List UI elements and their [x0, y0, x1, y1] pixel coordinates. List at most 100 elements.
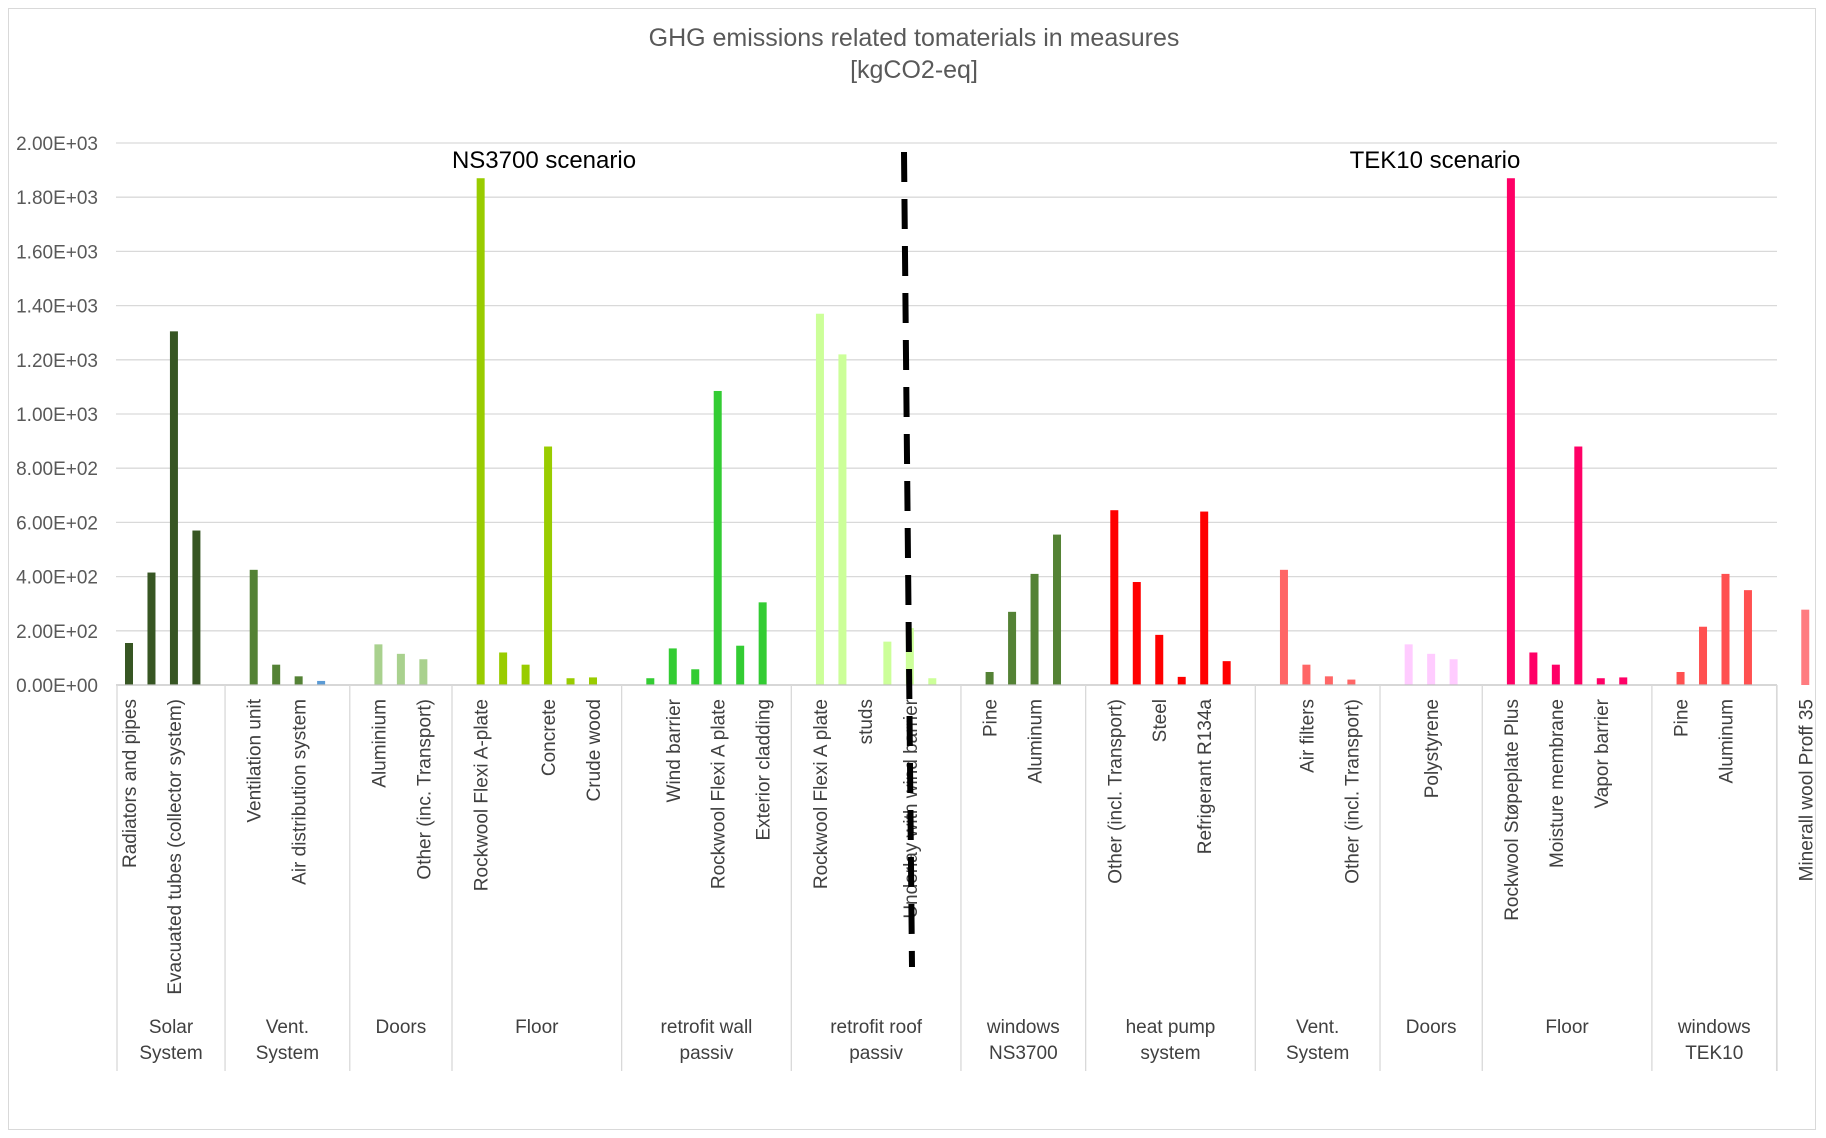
group-label: System	[256, 1043, 319, 1064]
category-label: Other (incl. Transport)	[1342, 699, 1363, 884]
bar	[272, 664, 281, 685]
category-label: Air filters	[1297, 699, 1318, 773]
bar	[1596, 678, 1605, 685]
bar	[1529, 652, 1538, 685]
group-label: heat pump	[1126, 1017, 1216, 1038]
category-label: Crude wood	[584, 699, 605, 801]
bar	[1008, 611, 1017, 685]
category-label: Rockwool Støpeplate Plus	[1502, 699, 1523, 921]
chart-canvas: GHG emissions related tomaterials in mea…	[16, 24, 1815, 1071]
bar	[317, 680, 326, 685]
chart-title-line: [kgCO2-eq]	[850, 56, 978, 84]
bar	[815, 313, 824, 685]
bar	[249, 569, 258, 685]
category-label: Pine	[981, 699, 1002, 737]
category-label: Underlay with wind barrier	[901, 698, 922, 918]
category-label: Pine	[1672, 699, 1693, 737]
category-label: Air distribution system	[290, 699, 311, 885]
y-tick-label: 1.00E+03	[16, 405, 98, 426]
scenario-divider	[901, 151, 915, 968]
bar	[169, 331, 178, 685]
group-label: windows	[986, 1017, 1060, 1038]
tek10-scenario-label: TEK10 scenario	[1350, 147, 1521, 174]
bar	[1551, 664, 1560, 685]
bar	[1619, 677, 1628, 685]
chart-frame: GHG emissions related tomaterials in mea…	[8, 8, 1816, 1130]
bar	[1801, 609, 1810, 685]
y-tick-label: 0.00E+00	[16, 676, 98, 697]
bar	[1676, 671, 1685, 685]
category-label: Exterior cladding	[754, 699, 775, 841]
group-label: system	[1140, 1043, 1200, 1064]
y-tick-label: 1.20E+03	[16, 351, 98, 372]
bar	[1721, 573, 1730, 685]
category-label: Moisture membrane	[1547, 699, 1568, 868]
category-label: Aluminum	[1716, 699, 1737, 783]
bar	[1279, 569, 1288, 685]
bar	[499, 652, 508, 685]
chart-title-line: GHG emissions related tomaterials in mea…	[649, 24, 1180, 52]
group-label: Floor	[1545, 1017, 1589, 1038]
category-label: studs	[856, 699, 877, 744]
bar	[646, 678, 655, 685]
bar	[476, 178, 485, 686]
group-label: passiv	[680, 1043, 734, 1064]
bar	[294, 676, 303, 685]
bar	[1110, 510, 1119, 685]
bar	[374, 644, 383, 685]
category-label: Rockwool Flexi A plate	[709, 699, 730, 889]
bar	[985, 671, 994, 685]
bar	[1324, 676, 1333, 685]
bar	[1200, 511, 1209, 685]
bar	[544, 446, 553, 685]
bar	[566, 678, 575, 685]
bar	[838, 354, 847, 685]
category-label: Ventilation unit	[245, 698, 266, 822]
category-label: Rockwool Flexi A plate	[811, 699, 832, 889]
bar	[147, 572, 156, 685]
bar	[589, 677, 598, 685]
bar	[1030, 573, 1039, 685]
bar	[1177, 676, 1186, 685]
x-axis	[116, 684, 1778, 1071]
category-label: Minerall wool Proff 35	[1796, 699, 1815, 881]
bar	[1506, 178, 1515, 686]
y-tick-label: 8.00E+02	[16, 459, 98, 480]
bar	[905, 628, 914, 685]
bars	[125, 178, 1810, 686]
bar	[1222, 661, 1231, 685]
bar	[691, 669, 700, 685]
group-label: Doors	[376, 1017, 427, 1038]
group-label: System	[139, 1043, 202, 1064]
y-tick-label: 1.80E+03	[16, 188, 98, 209]
y-tick-label: 1.60E+03	[16, 242, 98, 263]
bar	[1427, 653, 1436, 685]
group-label: passiv	[849, 1043, 903, 1064]
bar	[419, 659, 428, 685]
ns3700-scenario-label: NS3700 scenario	[452, 147, 636, 174]
bar	[713, 390, 722, 685]
bar	[192, 530, 201, 685]
group-label: Solar	[149, 1017, 194, 1038]
bar	[1155, 634, 1164, 685]
category-label: Wind barrier	[664, 698, 685, 802]
bar	[758, 602, 767, 685]
bar	[1743, 590, 1752, 685]
group-label: TEK10	[1685, 1043, 1743, 1064]
category-label: Refrigerant R134a	[1195, 699, 1216, 855]
group-label: Vent.	[266, 1017, 309, 1038]
bar	[1404, 644, 1413, 685]
chart-title: GHG emissions related tomaterials in mea…	[649, 24, 1180, 84]
bar	[396, 653, 405, 685]
y-tick-label: 6.00E+02	[16, 513, 98, 534]
group-label: windows	[1677, 1017, 1751, 1038]
group-label: Floor	[515, 1017, 559, 1038]
group-label: Doors	[1406, 1017, 1457, 1038]
category-label: Evacuated tubes (collector system)	[165, 699, 186, 995]
bar	[1347, 679, 1356, 685]
bar	[668, 648, 677, 685]
y-tick-label: 4.00E+02	[16, 568, 98, 589]
bar	[1132, 582, 1141, 685]
group-label: Vent.	[1296, 1017, 1339, 1038]
gridlines	[116, 142, 1777, 632]
